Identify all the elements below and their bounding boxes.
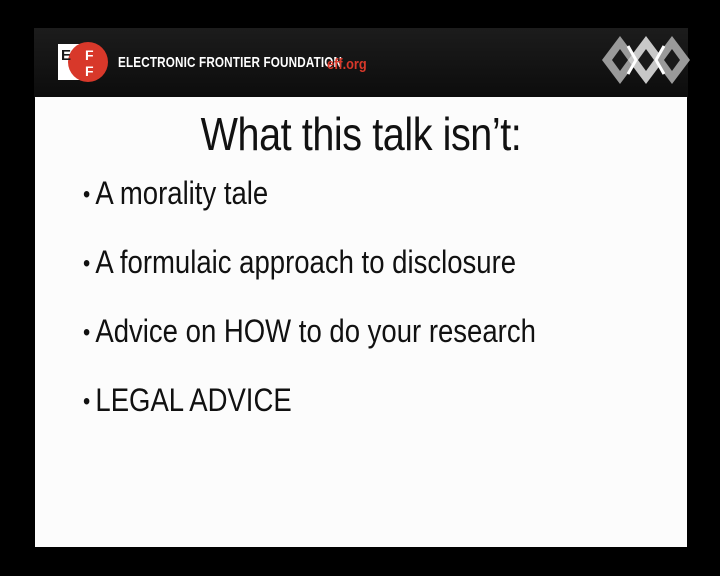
bullet-marker: • [83,319,91,346]
bullet-item: • Advice on HOW to do your research [83,313,536,382]
bullet-text: Advice on HOW to do your research [95,313,536,349]
organization-url: eff.org [327,56,367,73]
bullet-text: LEGAL ADVICE [95,382,292,418]
header-bar [34,28,688,98]
bullet-text: A formulaic approach to disclosure [95,244,517,280]
bullet-marker: • [83,250,91,277]
bullet-item: • A morality tale [83,175,536,244]
conference-logo-icon [602,36,690,84]
eff-logo-letter-e: E [61,47,71,64]
organization-name: ELECTRONIC FRONTIER FOUNDATION [118,54,343,71]
bullet-list: • A morality tale • A formulaic approach… [83,175,610,451]
eff-logo-letter-f1: F [85,47,94,63]
bullet-marker: • [83,181,91,208]
slide-title: What this talk isn’t: [200,108,522,160]
slide: What this talk isn’t: • A morality tale … [35,97,687,547]
bullet-marker: • [83,388,91,415]
bullet-item: • A formulaic approach to disclosure [83,244,536,313]
bullet-text: A morality tale [95,175,269,211]
bullet-item: • LEGAL ADVICE [83,382,536,451]
eff-logo-letter-f2: F [85,63,94,79]
eff-logo-icon: E F F [58,42,108,82]
